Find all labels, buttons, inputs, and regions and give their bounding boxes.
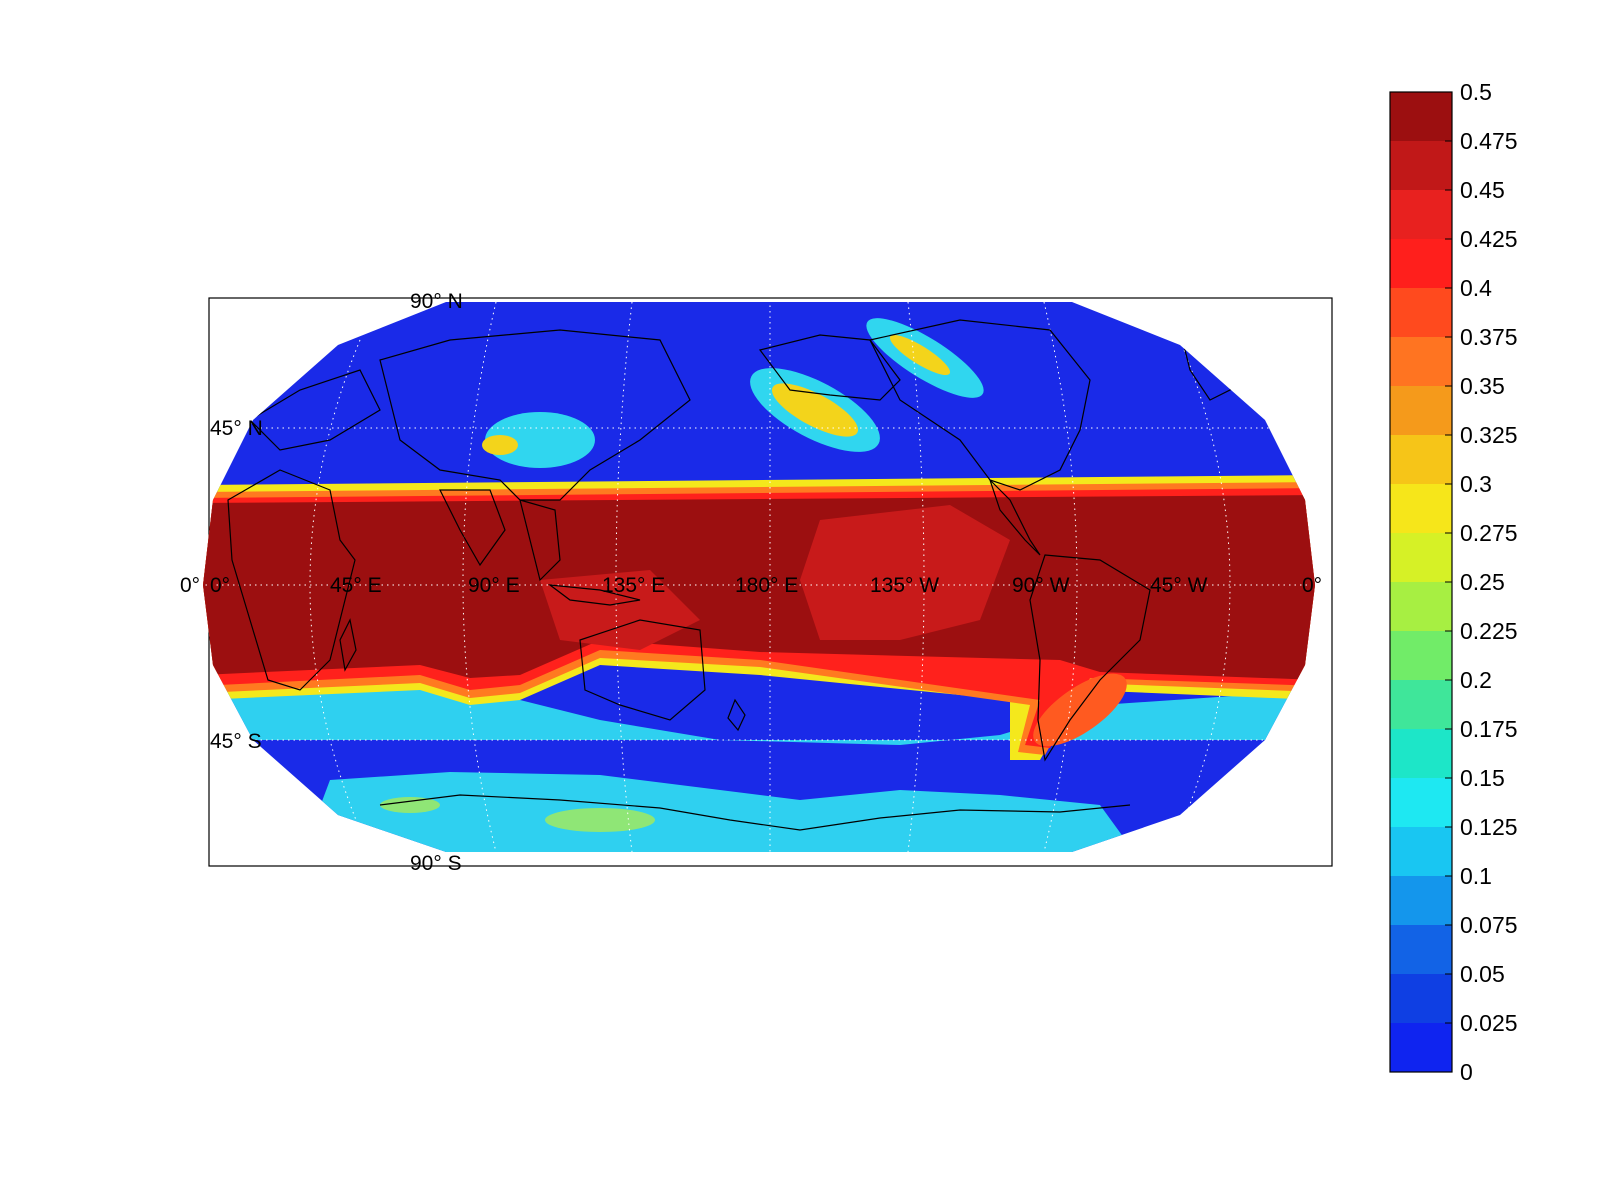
colorbar-swatch-7 xyxy=(1390,435,1452,485)
colorbar-tick-label: 0.225 xyxy=(1460,618,1518,644)
colorbar-swatch-14 xyxy=(1390,778,1452,828)
lon-label-6: 90° W xyxy=(1012,574,1070,597)
colorbar: 0.5 0.475 0.45 0.425 0.4 0.375 0.35 0.325 0.3 0.2… xyxy=(1389,79,1518,1085)
colorbar-tick-label: 0.5 xyxy=(1460,79,1492,105)
colorbar-tick-label: 0.025 xyxy=(1460,1010,1518,1036)
antarctic-green-patch-2 xyxy=(380,797,440,813)
indonesia-lighter xyxy=(540,570,700,650)
lon-label-4: 180° E xyxy=(735,574,798,597)
central-pacific-lighter xyxy=(800,505,1010,640)
lon-label-0: 0° xyxy=(210,574,230,597)
lon-label-8: 0° xyxy=(1302,574,1322,597)
latitude-labels: 90° N 45° N 0° 45° S 90° S xyxy=(180,290,463,875)
colorbar-swatch-0 xyxy=(1390,92,1452,142)
colorbar-swatch-4 xyxy=(1390,288,1452,338)
colorbar-tick-label: 0.425 xyxy=(1460,226,1518,252)
colorbar-tick-label: 0.15 xyxy=(1460,765,1505,791)
lon-label-2: 90° E xyxy=(468,574,520,597)
colorbar-tick-label: 0.175 xyxy=(1460,716,1518,742)
colorbar-swatch-12 xyxy=(1390,680,1452,730)
colorbar-swatch-6 xyxy=(1390,386,1452,436)
colorbar-tick-label: 0.05 xyxy=(1460,961,1505,987)
colorbar-swatch-9 xyxy=(1390,533,1452,583)
lon-label-3: 135° E xyxy=(602,574,665,597)
coast-south-america xyxy=(1029,554,1151,762)
coast-australia xyxy=(579,619,706,721)
antarctic-cyan-zone xyxy=(300,772,1140,852)
lat-label-90-n: 90° N xyxy=(410,290,463,313)
coast-indochina xyxy=(519,499,561,582)
colorbar-swatch-10 xyxy=(1390,582,1452,632)
colorbar-swatch-1 xyxy=(1390,141,1452,191)
colorbar-tick-label: 0.25 xyxy=(1460,569,1505,595)
lon-label-7: 45° W xyxy=(1150,574,1208,597)
lat-label-90-s: 90° S xyxy=(410,852,462,875)
colorbar-tick-label: 0.45 xyxy=(1460,177,1505,203)
colorbar-swatch-18 xyxy=(1390,974,1452,1024)
colorbar-tick-label: 0.1 xyxy=(1460,863,1492,889)
asia-anomaly xyxy=(485,412,595,468)
colorbar-swatch-8 xyxy=(1390,484,1452,534)
colorbar-swatch-13 xyxy=(1390,729,1452,779)
lat-label-0: 0° xyxy=(180,574,200,597)
colorbar-tick-label: 0.475 xyxy=(1460,128,1518,154)
colorbar-tick-label: 0.275 xyxy=(1460,520,1518,546)
coast-madagascar xyxy=(339,618,357,672)
antarctic-green-patch xyxy=(545,808,655,832)
colorbar-swatch-16 xyxy=(1390,876,1452,926)
coast-new-zealand xyxy=(727,698,746,732)
longitude-labels: 0° 45° E 90° E 135° E 180° E 135° W 90° W 45° W… xyxy=(210,574,1322,597)
colorbar-tick-label: 0.35 xyxy=(1460,373,1505,399)
coast-india xyxy=(439,489,506,567)
coast-asia xyxy=(379,329,691,501)
coast-alaska xyxy=(758,334,901,401)
colorbar-swatch-11 xyxy=(1390,631,1452,681)
colorbar-swatch-5 xyxy=(1390,337,1452,387)
colorbar-swatch-15 xyxy=(1390,827,1452,877)
lon-label-1: 45° E xyxy=(330,574,382,597)
lon-label-5: 135° W xyxy=(870,574,939,597)
coast-africa xyxy=(227,469,356,691)
lat-label-45-s: 45° S xyxy=(210,730,262,753)
colorbar-tick-label: 0.3 xyxy=(1460,471,1492,497)
colorbar-swatch-3 xyxy=(1390,239,1452,289)
map-field xyxy=(203,302,1315,852)
asia-anomaly-core xyxy=(482,435,518,455)
patagonia-hotspot xyxy=(1033,673,1127,747)
colorbar-tick-label: 0.125 xyxy=(1460,814,1518,840)
colorbar-swatch-2 xyxy=(1390,190,1452,240)
colorbar-tick-label: 0.2 xyxy=(1460,667,1492,693)
coast-europe xyxy=(249,369,381,451)
coast-central-america xyxy=(989,479,1041,556)
coast-antarctica xyxy=(379,794,1131,831)
colorbar-tick-label: 0.325 xyxy=(1460,422,1518,448)
lat-label-45-n: 45° N xyxy=(210,417,263,440)
colorbar-tick-label: 0.4 xyxy=(1460,275,1492,301)
colorbar-tick-label: 0 xyxy=(1460,1059,1473,1085)
coastlines xyxy=(227,319,1251,831)
north-pacific-anomaly-core xyxy=(771,383,859,437)
north-america-anomaly-core xyxy=(889,334,951,376)
colorbar-swatch-19 xyxy=(1390,1023,1452,1073)
coast-indonesia xyxy=(547,584,641,606)
colorbar-tick-label: 0.375 xyxy=(1460,324,1518,350)
colorbar-swatch-17 xyxy=(1390,925,1452,975)
coast-north-america xyxy=(869,319,1091,491)
graticule xyxy=(203,302,1315,852)
tropical-belt-core xyxy=(203,495,1315,680)
colorbar-tick-label: 0.075 xyxy=(1460,912,1518,938)
